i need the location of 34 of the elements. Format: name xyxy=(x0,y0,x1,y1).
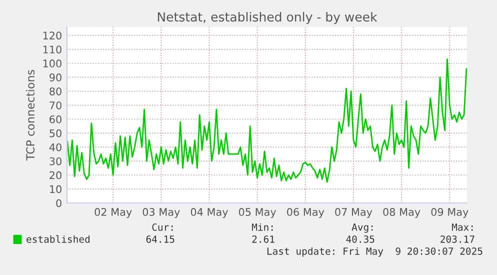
x-tick-label: 08 May xyxy=(383,208,420,218)
text: 64.15 xyxy=(146,235,174,243)
y-tick-label: 90 xyxy=(50,74,62,82)
y-tick-label: 80 xyxy=(50,87,62,96)
y-tick-label: 100 xyxy=(43,60,62,68)
y-tick-label: 50 xyxy=(50,129,62,138)
y-tick-label: 40 xyxy=(49,143,62,152)
y-axis-title: TCP connections xyxy=(26,70,35,161)
text: Cur: xyxy=(152,223,173,231)
x-tick-label: 04 May xyxy=(190,208,228,218)
legend-label: established xyxy=(26,235,90,243)
y-tick-label: 0 xyxy=(56,199,62,208)
text: 203.17 xyxy=(440,235,474,243)
y-tick-label: 10 xyxy=(50,185,62,194)
text: Min: xyxy=(252,223,273,231)
x-tick-label: 03 May xyxy=(142,208,180,218)
text: 2.61 xyxy=(252,235,274,243)
x-tick-label: 07 May xyxy=(335,208,372,218)
y-tick-label: 60 xyxy=(50,115,62,124)
y-tick-label: 30 xyxy=(50,157,62,166)
text: Last update: Fri May 9 20:30:07 2025 xyxy=(267,247,482,257)
x-tick-label: 09 May xyxy=(431,208,468,218)
x-tick-label: 02 May xyxy=(94,208,132,218)
y-tick-label: 20 xyxy=(50,171,62,180)
line-series xyxy=(67,58,467,183)
text: Avg: xyxy=(352,224,373,233)
text: 40.35 xyxy=(346,235,374,243)
chart-title: Netstat, established only - by week xyxy=(158,12,378,24)
text: Max: xyxy=(452,224,473,231)
x-tick-label: 05 May xyxy=(238,208,276,218)
x-tick-label: 06 May xyxy=(287,208,324,218)
y-tick-label: 70 xyxy=(50,101,62,110)
y-tick-label: 110 xyxy=(43,46,62,54)
y-tick-label: 120 xyxy=(43,32,62,40)
